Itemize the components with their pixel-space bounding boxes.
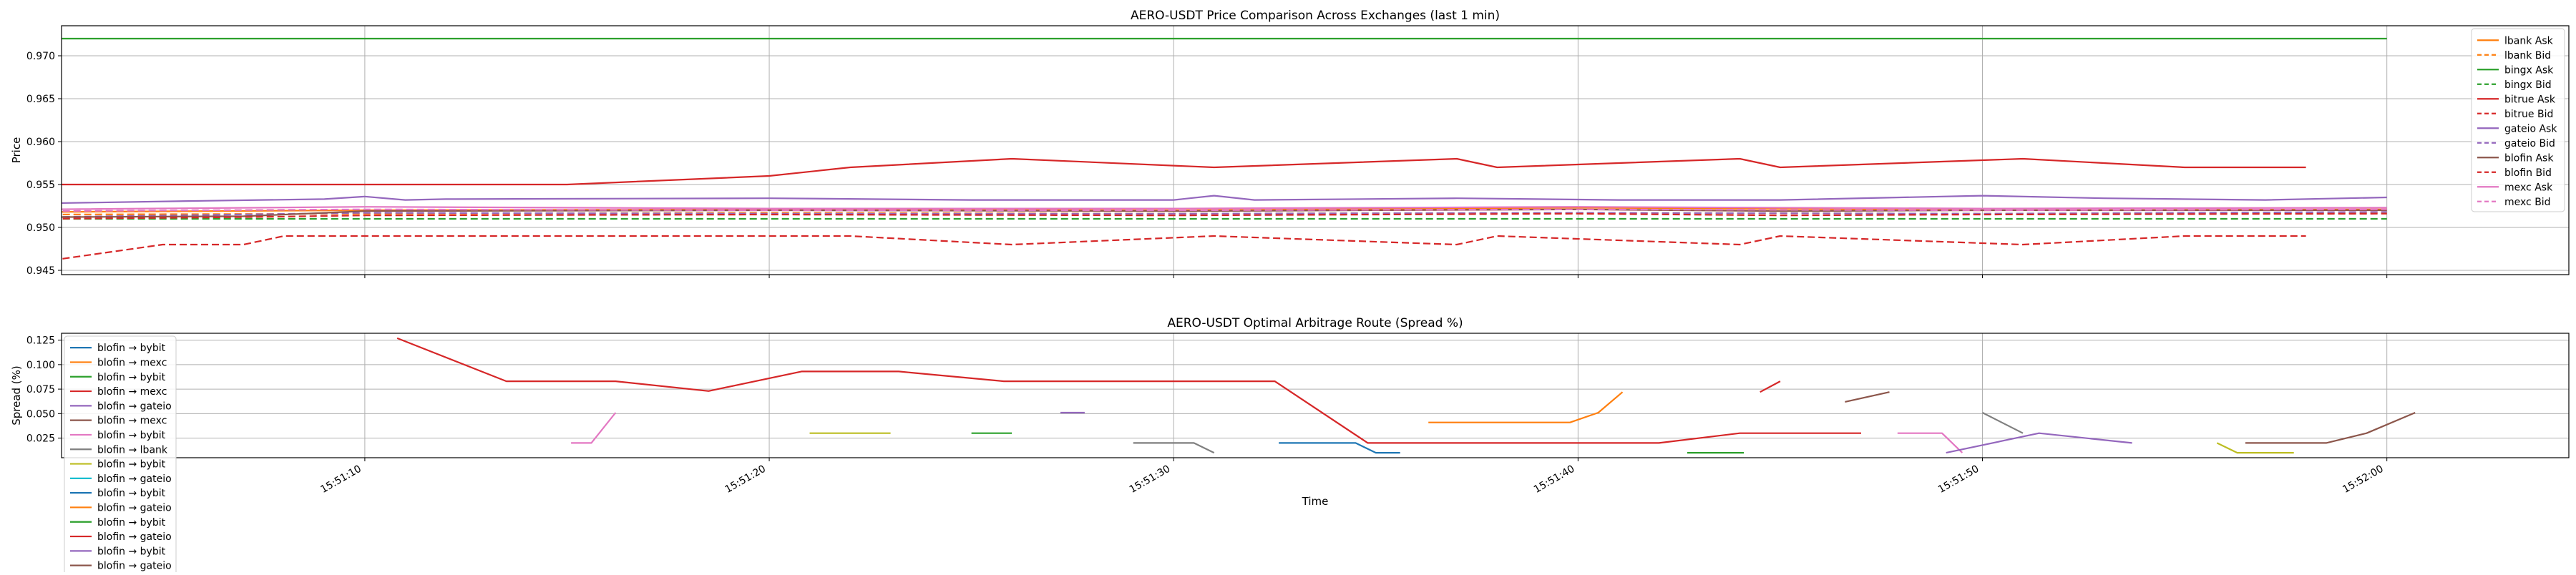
series-line xyxy=(62,235,2306,260)
legend-label: mexc Bid xyxy=(2504,197,2551,208)
series-line xyxy=(62,212,2387,220)
x-tick-label: 15:51:40 xyxy=(1532,463,1576,496)
legend-label: blofin → gateio xyxy=(97,400,172,412)
legend-label: blofin → mexc xyxy=(97,386,167,398)
y-axis-label: Spread (%) xyxy=(10,365,23,426)
legend-label: blofin Bid xyxy=(2504,167,2552,179)
y-tick-label: 0.955 xyxy=(26,180,55,191)
y-tick-label: 0.950 xyxy=(26,222,55,234)
x-tick-label: 15:51:30 xyxy=(1128,463,1172,496)
legend-label: blofin → bybit xyxy=(97,488,166,499)
x-tick-label: 15:51:20 xyxy=(723,463,768,496)
chart-title: AERO-USDT Price Comparison Across Exchan… xyxy=(1131,9,1500,23)
y-tick-label: 0.050 xyxy=(26,408,55,420)
legend-box xyxy=(64,335,177,575)
series-line xyxy=(62,195,2387,205)
chart-title: AERO-USDT Optimal Arbitrage Route (Sprea… xyxy=(1167,316,1463,330)
legend-label: blofin → gateio xyxy=(97,502,172,513)
legend-box xyxy=(2471,28,2565,212)
legend-label: lbank Ask xyxy=(2504,35,2554,46)
series-line xyxy=(2245,411,2416,444)
legend-label: blofin → lbank xyxy=(97,444,168,456)
plot-area xyxy=(396,337,2416,454)
legend-label: blofin → bybit xyxy=(97,343,166,354)
legend-label: lbank Bid xyxy=(2504,50,2551,62)
series-line xyxy=(1428,391,1624,423)
x-tick-label: 15:51:50 xyxy=(1936,463,1981,496)
legend-label: bingx Bid xyxy=(2504,79,2552,91)
legend-label: blofin → gateio xyxy=(97,473,172,485)
legend-label: blofin → bybit xyxy=(97,459,166,471)
legend-label: bingx Ask xyxy=(2504,64,2554,76)
y-tick-label: 0.965 xyxy=(26,94,55,105)
legend-label: bitrue Bid xyxy=(2504,109,2553,120)
legend-label: blofin → mexc xyxy=(97,357,167,368)
x-tick-label: 15:51:10 xyxy=(318,463,363,496)
series-line xyxy=(571,412,617,444)
series-line xyxy=(62,206,2387,210)
y-tick-label: 0.025 xyxy=(26,433,55,445)
x-tick-label: 15:52:00 xyxy=(2341,463,2385,496)
legend-label: blofin → bybit xyxy=(97,372,166,383)
series-line xyxy=(1279,442,1400,454)
y-tick-label: 0.075 xyxy=(26,384,55,395)
legend-label: bitrue Ask xyxy=(2504,94,2556,105)
legend-label: blofin → gateio xyxy=(97,561,172,572)
series-line xyxy=(62,211,2387,218)
series-line xyxy=(1845,391,1890,403)
series-line xyxy=(1760,380,1781,393)
series-line xyxy=(1897,432,1963,453)
legend-label: mexc Ask xyxy=(2504,182,2553,193)
y-tick-label: 0.970 xyxy=(26,51,55,62)
series-line xyxy=(1982,412,2024,434)
y-tick-label: 0.125 xyxy=(26,335,55,347)
legend-label: gateio Ask xyxy=(2504,123,2557,134)
legend-label: gateio Bid xyxy=(2504,138,2555,149)
series-line xyxy=(62,157,2306,186)
y-tick-label: 0.960 xyxy=(26,137,55,148)
series-line xyxy=(1946,432,2132,454)
legend-label: blofin → gateio xyxy=(97,531,172,543)
legend-label: blofin Ask xyxy=(2504,152,2554,164)
x-axis-label: Time xyxy=(1302,495,1329,508)
series-line xyxy=(2216,442,2294,454)
legend-label: blofin → bybit xyxy=(97,517,166,529)
y-tick-label: 0.945 xyxy=(26,265,55,277)
legend-label: blofin → bybit xyxy=(97,430,166,441)
price-comparison-chart: AERO-USDT Price Comparison Across Exchan… xyxy=(10,9,2570,278)
plot-area xyxy=(62,37,2387,260)
y-axis-label: Price xyxy=(10,137,23,164)
series-line xyxy=(62,208,2387,212)
series-line xyxy=(1133,442,1215,454)
series-line xyxy=(396,337,1861,444)
legend-label: blofin → bybit xyxy=(97,546,166,557)
plot-frame xyxy=(61,333,2570,458)
plot-frame xyxy=(61,25,2570,275)
spread-chart: AERO-USDT Optimal Arbitrage Route (Sprea… xyxy=(10,316,2570,575)
y-tick-label: 0.100 xyxy=(26,360,55,371)
legend-label: blofin → mexc xyxy=(97,416,167,427)
